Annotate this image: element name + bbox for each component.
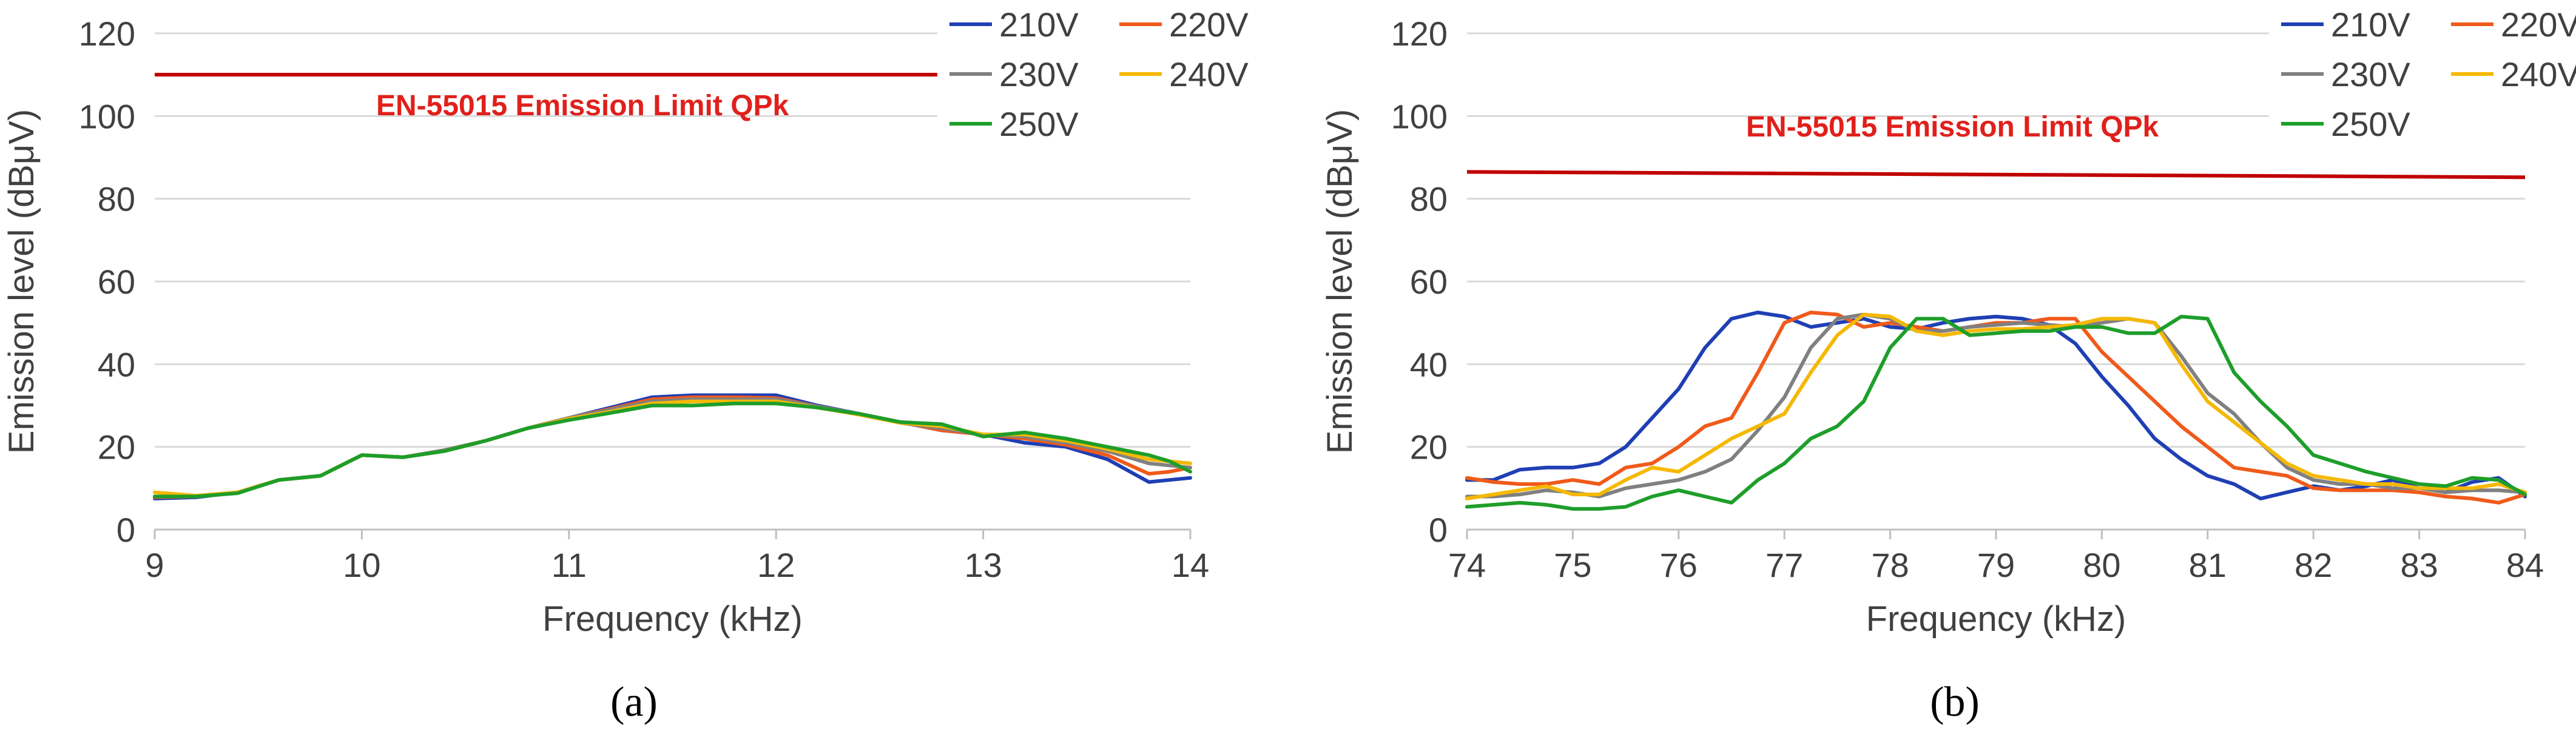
x-tick-label: 11 bbox=[551, 546, 587, 584]
limit-label: EN-55015 Emission Limit QPk bbox=[376, 90, 789, 122]
y-tick-label: 20 bbox=[98, 428, 135, 466]
legend-background bbox=[937, 0, 1289, 161]
limit-line bbox=[1466, 170, 2526, 180]
legend-label-220V: 220V bbox=[2501, 5, 2576, 44]
x-tick-label: 12 bbox=[757, 546, 795, 584]
series-line-230V bbox=[1465, 312, 2527, 499]
y-tick-label: 20 bbox=[1410, 428, 1448, 466]
x-tick-label: 76 bbox=[1660, 546, 1698, 584]
y-axis-title: Emission level (dBμV) bbox=[1320, 109, 1360, 454]
y-tick-label: 40 bbox=[1410, 345, 1448, 383]
y-tick-label: 120 bbox=[1391, 15, 1448, 53]
y-tick-label: 80 bbox=[98, 180, 135, 218]
y-tick-label: 100 bbox=[1391, 97, 1448, 135]
series-line-240V bbox=[153, 399, 1192, 498]
legend-background bbox=[2269, 0, 2576, 161]
x-tick-label: 84 bbox=[2506, 546, 2544, 584]
series-line-230V bbox=[153, 397, 1192, 499]
legend-label-250V: 250V bbox=[999, 105, 1079, 143]
legend-label-210V: 210V bbox=[999, 5, 1079, 44]
x-tick-label: 79 bbox=[1977, 546, 2015, 584]
x-tick-label: 80 bbox=[2083, 546, 2120, 584]
legend-label-230V: 230V bbox=[2331, 55, 2410, 93]
legend-label-250V: 250V bbox=[2331, 105, 2410, 143]
y-tick-label: 100 bbox=[79, 97, 135, 135]
series-line-250V bbox=[153, 402, 1192, 499]
y-tick-label: 0 bbox=[116, 511, 135, 549]
x-tick-label: 77 bbox=[1765, 546, 1803, 584]
x-tick-label: 13 bbox=[964, 546, 1002, 584]
y-axis-title: Emission level (dBμV) bbox=[2, 109, 41, 454]
legend-label-210V: 210V bbox=[2331, 5, 2410, 44]
legend-label-240V: 240V bbox=[1169, 55, 1249, 93]
x-tick-label: 10 bbox=[343, 546, 380, 584]
x-tick-label: 81 bbox=[2189, 546, 2227, 584]
legend-label-230V: 230V bbox=[999, 55, 1079, 93]
x-tick-label: 75 bbox=[1554, 546, 1591, 584]
x-tick-label: 82 bbox=[2294, 546, 2332, 584]
limit-label: EN-55015 Emission Limit QPk bbox=[1746, 111, 2159, 143]
series-line-240V bbox=[1465, 312, 2527, 500]
y-tick-label: 0 bbox=[1429, 511, 1448, 549]
chart-panel-b: 0 20 40 60 80 100 120 74 75 76 77 78 79 80 81 82 83 84 Fre… bbox=[1320, 0, 2576, 726]
y-tick-label: 120 bbox=[79, 15, 135, 53]
y-tick-label: 60 bbox=[98, 263, 135, 301]
panel-label: (b) bbox=[1930, 679, 1980, 726]
panel-label: (a) bbox=[610, 679, 658, 726]
legend-label-220V: 220V bbox=[1169, 5, 1249, 44]
y-tick-label: 60 bbox=[1410, 263, 1448, 301]
x-tick-label: 74 bbox=[1448, 546, 1486, 584]
x-tick-label: 14 bbox=[1172, 546, 1209, 584]
x-axis-title: Frequency (kHz) bbox=[1866, 599, 2126, 639]
series-line-220V bbox=[1465, 311, 2527, 505]
y-tick-label: 80 bbox=[1410, 180, 1448, 218]
x-tick-label: 78 bbox=[1871, 546, 1909, 584]
y-tick-label: 40 bbox=[98, 345, 135, 383]
x-tick-label: 83 bbox=[2400, 546, 2438, 584]
legend-label-240V: 240V bbox=[2501, 55, 2576, 93]
x-axis-title: Frequency (kHz) bbox=[542, 599, 803, 639]
series-line-250V bbox=[1465, 314, 2527, 511]
x-tick-label: 9 bbox=[145, 546, 164, 584]
chart-panel-a: 0 20 40 60 80 100 120 9 10 11 12 13 14 Frequency (kHz… bbox=[2, 0, 1289, 726]
